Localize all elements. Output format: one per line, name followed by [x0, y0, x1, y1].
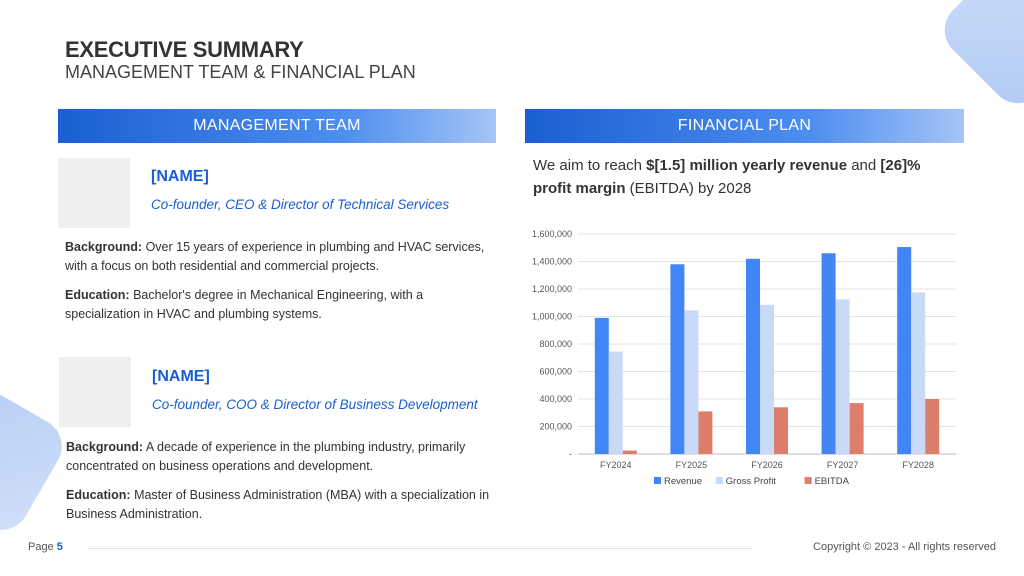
member-education: Education: Master of Business Administra…	[66, 486, 491, 524]
legend-label: EBITDA	[815, 476, 850, 487]
y-tick-label: 600,000	[539, 367, 572, 377]
member-name: [NAME]	[151, 168, 209, 185]
legend-label: Revenue	[664, 476, 702, 487]
bar-ebitda	[698, 411, 713, 454]
legend-label: Gross Profit	[726, 476, 777, 487]
financial-goal-text: We aim to reach $[1.5] million yearly re…	[533, 154, 943, 200]
y-tick-label: 200,000	[539, 422, 572, 432]
bar-ebitda	[849, 403, 864, 454]
y-tick-label: 800,000	[539, 339, 572, 349]
bar-gross-profit	[608, 351, 623, 454]
background-label: Background:	[65, 240, 143, 254]
member-background: Background: Over 15 years of experience …	[65, 238, 490, 276]
footer-divider	[88, 548, 753, 549]
y-tick-label: 1,400,000	[532, 257, 572, 267]
member-background: Background: A decade of experience in th…	[66, 438, 491, 476]
page-number: 5	[56, 541, 63, 553]
member-photo-placeholder	[58, 158, 130, 228]
page-indicator: Page 5	[28, 541, 63, 553]
member-photo-placeholder	[59, 357, 131, 427]
legend-swatch	[654, 477, 661, 484]
bar-gross-profit	[760, 304, 774, 454]
financial-plan-header: FINANCIAL PLAN	[525, 109, 964, 143]
page-subtitle: MANAGEMENT TEAM & FINANCIAL PLAN	[65, 62, 416, 82]
page-label: Page	[28, 541, 57, 553]
x-tick-label: FY2026	[751, 460, 783, 470]
corner-decoration	[933, 0, 1024, 115]
x-tick-label: FY2028	[902, 460, 934, 470]
bar-revenue	[897, 247, 912, 454]
x-tick-label: FY2024	[600, 460, 632, 470]
bar-gross-profit	[835, 299, 850, 454]
y-tick-label: 1,600,000	[532, 229, 572, 239]
bar-revenue	[594, 317, 609, 454]
x-tick-label: FY2025	[676, 460, 708, 470]
financial-bar-chart: - 200,000 400,000 600,000 800,000 1,000,000 1,…	[532, 229, 956, 487]
member-role: Co-founder, COO & Director of Business D…	[152, 397, 478, 412]
background-label: Background:	[66, 440, 144, 454]
y-tick-label: 400,000	[539, 394, 572, 404]
y-tick-label: 1,200,000	[532, 284, 572, 294]
copyright-text: Copyright © 2023 - All rights reserved	[813, 541, 996, 553]
education-text: Bachelor's degree in Mechanical Engineer…	[65, 288, 424, 321]
goal-text-part: We aim to reach	[533, 157, 647, 174]
member-role: Co-founder, CEO & Director of Technical …	[151, 197, 450, 212]
management-team-header: MANAGEMENT TEAM	[58, 109, 496, 143]
member-education: Education: Bachelor's degree in Mechanic…	[65, 286, 490, 324]
education-label: Education:	[66, 488, 131, 502]
bar-revenue	[746, 258, 760, 454]
legend-swatch	[804, 477, 812, 484]
background-text: A decade of experience in the plumbing i…	[66, 440, 466, 473]
goal-text-part: and	[847, 157, 881, 174]
bar-ebitda	[622, 450, 637, 454]
member-name: [NAME]	[152, 368, 210, 385]
y-tick-label: -	[569, 449, 572, 459]
page-title: EXECUTIVE SUMMARY	[65, 37, 304, 62]
bar-gross-profit	[684, 310, 699, 454]
y-tick-label: 1,000,000	[532, 312, 572, 322]
bar-ebitda	[925, 399, 940, 454]
goal-text-part: (EBITDA) by 2028	[625, 180, 752, 197]
x-tick-label: FY2027	[827, 460, 859, 470]
revenue-goal: $[1.5] million yearly revenue	[646, 157, 848, 174]
bar-revenue	[821, 253, 836, 454]
background-text: Over 15 years of experience in plumbing …	[65, 240, 485, 273]
margin-goal: [26]% profit margin	[533, 157, 921, 197]
legend-swatch	[715, 477, 723, 484]
education-label: Education:	[65, 288, 130, 302]
education-text: Master of Business Administration (MBA) …	[66, 488, 490, 521]
bar-gross-profit	[911, 292, 926, 454]
bar-ebitda	[774, 407, 788, 454]
bar-revenue	[670, 264, 685, 454]
